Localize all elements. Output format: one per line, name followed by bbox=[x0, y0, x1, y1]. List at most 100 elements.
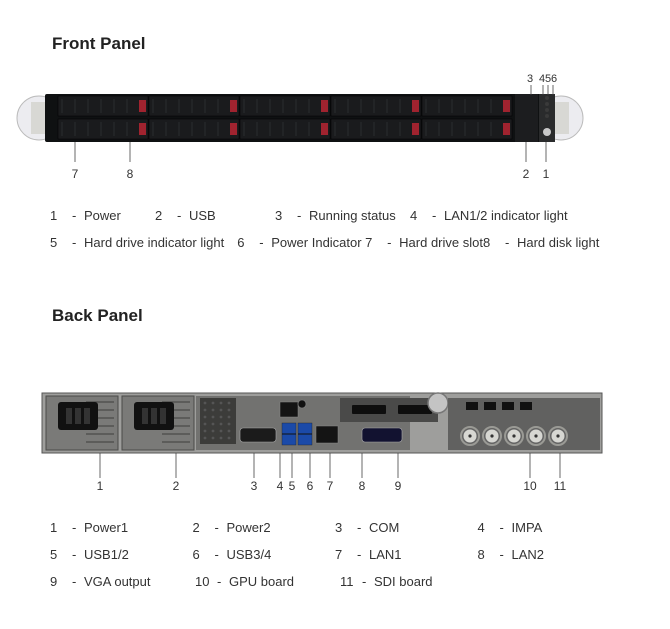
back-device: 1 2 3 4567 8 9 10 11 bbox=[0, 368, 670, 516]
svg-text:7: 7 bbox=[72, 167, 79, 181]
legend-num: 5 bbox=[50, 235, 72, 250]
legend-item: 5-Hard drive indicator light bbox=[50, 235, 237, 250]
legend-dash: - bbox=[72, 235, 84, 250]
legend-num: 9 bbox=[50, 574, 72, 589]
legend-dash: - bbox=[297, 208, 309, 223]
legend-dash: - bbox=[362, 574, 374, 589]
legend-label: GPU board bbox=[229, 574, 294, 589]
legend-label: SDI board bbox=[374, 574, 433, 589]
svg-text:5: 5 bbox=[289, 479, 296, 493]
svg-text:1: 1 bbox=[543, 167, 550, 181]
back-panel-section: Back Panel 1234567891011 1-Power12-Power… bbox=[0, 262, 670, 589]
legend-item: 9-VGA output bbox=[50, 574, 195, 589]
back-device-svg: 1 2 3 4567 8 9 10 11 bbox=[0, 368, 670, 513]
legend-dash: - bbox=[500, 520, 512, 535]
svg-text:2: 2 bbox=[523, 167, 530, 181]
svg-text:7: 7 bbox=[327, 479, 334, 493]
legend-label: USB3/4 bbox=[227, 547, 272, 562]
legend-num: 3 bbox=[275, 208, 297, 223]
legend-item: 6-USB3/4 bbox=[193, 547, 336, 562]
legend-item: 5-USB1/2 bbox=[50, 547, 193, 562]
legend-item: 7-Hard drive slot bbox=[365, 235, 483, 250]
legend-label: Power bbox=[84, 208, 121, 223]
front-device: 34567821 bbox=[0, 72, 670, 202]
legend-dash: - bbox=[357, 520, 369, 535]
legend-item: 10-GPU board bbox=[195, 574, 340, 589]
legend-label: Hard disk light bbox=[517, 235, 599, 250]
svg-text:9: 9 bbox=[395, 479, 402, 493]
svg-text:2: 2 bbox=[173, 479, 180, 493]
legend-num: 8 bbox=[478, 547, 500, 562]
legend-item: 8-Hard disk light bbox=[483, 235, 620, 250]
legend-num: 11 bbox=[340, 574, 362, 589]
legend-item: 7-LAN1 bbox=[335, 547, 478, 562]
legend-label: LAN2 bbox=[512, 547, 545, 562]
legend-num: 2 bbox=[155, 208, 177, 223]
legend-label: Hard drive slot bbox=[399, 235, 483, 250]
legend-dash: - bbox=[505, 235, 517, 250]
legend-num: 10 bbox=[195, 574, 217, 589]
svg-text:11: 11 bbox=[554, 479, 567, 493]
front-legend-row-1: 1-Power2-USB3-Running status4-LAN1/2 ind… bbox=[50, 208, 620, 223]
front-device-svg: 34567821 bbox=[0, 72, 670, 202]
legend-num: 4 bbox=[410, 208, 432, 223]
legend-item: 8-LAN2 bbox=[478, 547, 621, 562]
legend-dash: - bbox=[72, 520, 84, 535]
legend-label: Hard drive indicator light bbox=[84, 235, 224, 250]
legend-num: 2 bbox=[193, 520, 215, 535]
front-legend: 1-Power2-USB3-Running status4-LAN1/2 ind… bbox=[0, 208, 670, 250]
legend-dash: - bbox=[432, 208, 444, 223]
legend-item: 1-Power bbox=[50, 208, 155, 223]
legend-label: Power Indicator bbox=[271, 235, 361, 250]
legend-item: 2-Power2 bbox=[193, 520, 336, 535]
svg-text:6: 6 bbox=[551, 73, 557, 85]
legend-num: 8 bbox=[483, 235, 505, 250]
legend-label: Running status bbox=[309, 208, 396, 223]
front-legend-row-2: 5-Hard drive indicator light6-Power Indi… bbox=[50, 235, 620, 250]
front-panel-title: Front Panel bbox=[0, 0, 670, 54]
legend-item: 1-Power1 bbox=[50, 520, 193, 535]
legend-dash: - bbox=[259, 235, 271, 250]
front-panel-section: Front Panel 34567821 1-Power2-USB3-Runni… bbox=[0, 0, 670, 250]
svg-text:1: 1 bbox=[97, 479, 104, 493]
legend-item: 3-COM bbox=[335, 520, 478, 535]
legend-num: 6 bbox=[237, 235, 259, 250]
back-panel-title: Back Panel bbox=[0, 262, 670, 326]
svg-text:10: 10 bbox=[523, 479, 537, 493]
back-legend-row-1: 1-Power12-Power23-COM4-IMPA bbox=[50, 520, 620, 535]
legend-dash: - bbox=[177, 208, 189, 223]
legend-dash: - bbox=[72, 574, 84, 589]
legend-item: 4-IMPA bbox=[478, 520, 621, 535]
svg-text:3: 3 bbox=[527, 73, 533, 85]
legend-item: 6-Power Indicator bbox=[237, 235, 365, 250]
legend-label: Power1 bbox=[84, 520, 128, 535]
legend-dash: - bbox=[72, 208, 84, 223]
legend-label: LAN1 bbox=[369, 547, 402, 562]
legend-dash: - bbox=[215, 547, 227, 562]
svg-text:4: 4 bbox=[277, 479, 284, 493]
legend-num: 1 bbox=[50, 520, 72, 535]
legend-num: 5 bbox=[50, 547, 72, 562]
legend-label: Power2 bbox=[227, 520, 271, 535]
svg-text:8: 8 bbox=[127, 167, 134, 181]
legend-label: LAN1/2 indicator light bbox=[444, 208, 568, 223]
legend-item: 2-USB bbox=[155, 208, 275, 223]
legend-num: 3 bbox=[335, 520, 357, 535]
back-legend: 1-Power12-Power23-COM4-IMPA 5-USB1/26-US… bbox=[0, 520, 670, 589]
svg-text:3: 3 bbox=[251, 479, 258, 493]
svg-text:6: 6 bbox=[307, 479, 314, 493]
legend-label: USB bbox=[189, 208, 216, 223]
legend-dash: - bbox=[217, 574, 229, 589]
legend-num: 7 bbox=[365, 235, 387, 250]
back-legend-row-2: 5-USB1/26-USB3/47-LAN18-LAN2 bbox=[50, 547, 620, 562]
back-legend-row-3: 9-VGA output10-GPU board11-SDI board bbox=[50, 574, 620, 589]
legend-dash: - bbox=[387, 235, 399, 250]
legend-item: 11-SDI board bbox=[340, 574, 485, 589]
legend-dash: - bbox=[500, 547, 512, 562]
legend-dash: - bbox=[215, 520, 227, 535]
legend-item: 3-Running status bbox=[275, 208, 410, 223]
legend-num: 4 bbox=[478, 520, 500, 535]
legend-num: 1 bbox=[50, 208, 72, 223]
legend-label: VGA output bbox=[84, 574, 151, 589]
svg-text:8: 8 bbox=[359, 479, 366, 493]
